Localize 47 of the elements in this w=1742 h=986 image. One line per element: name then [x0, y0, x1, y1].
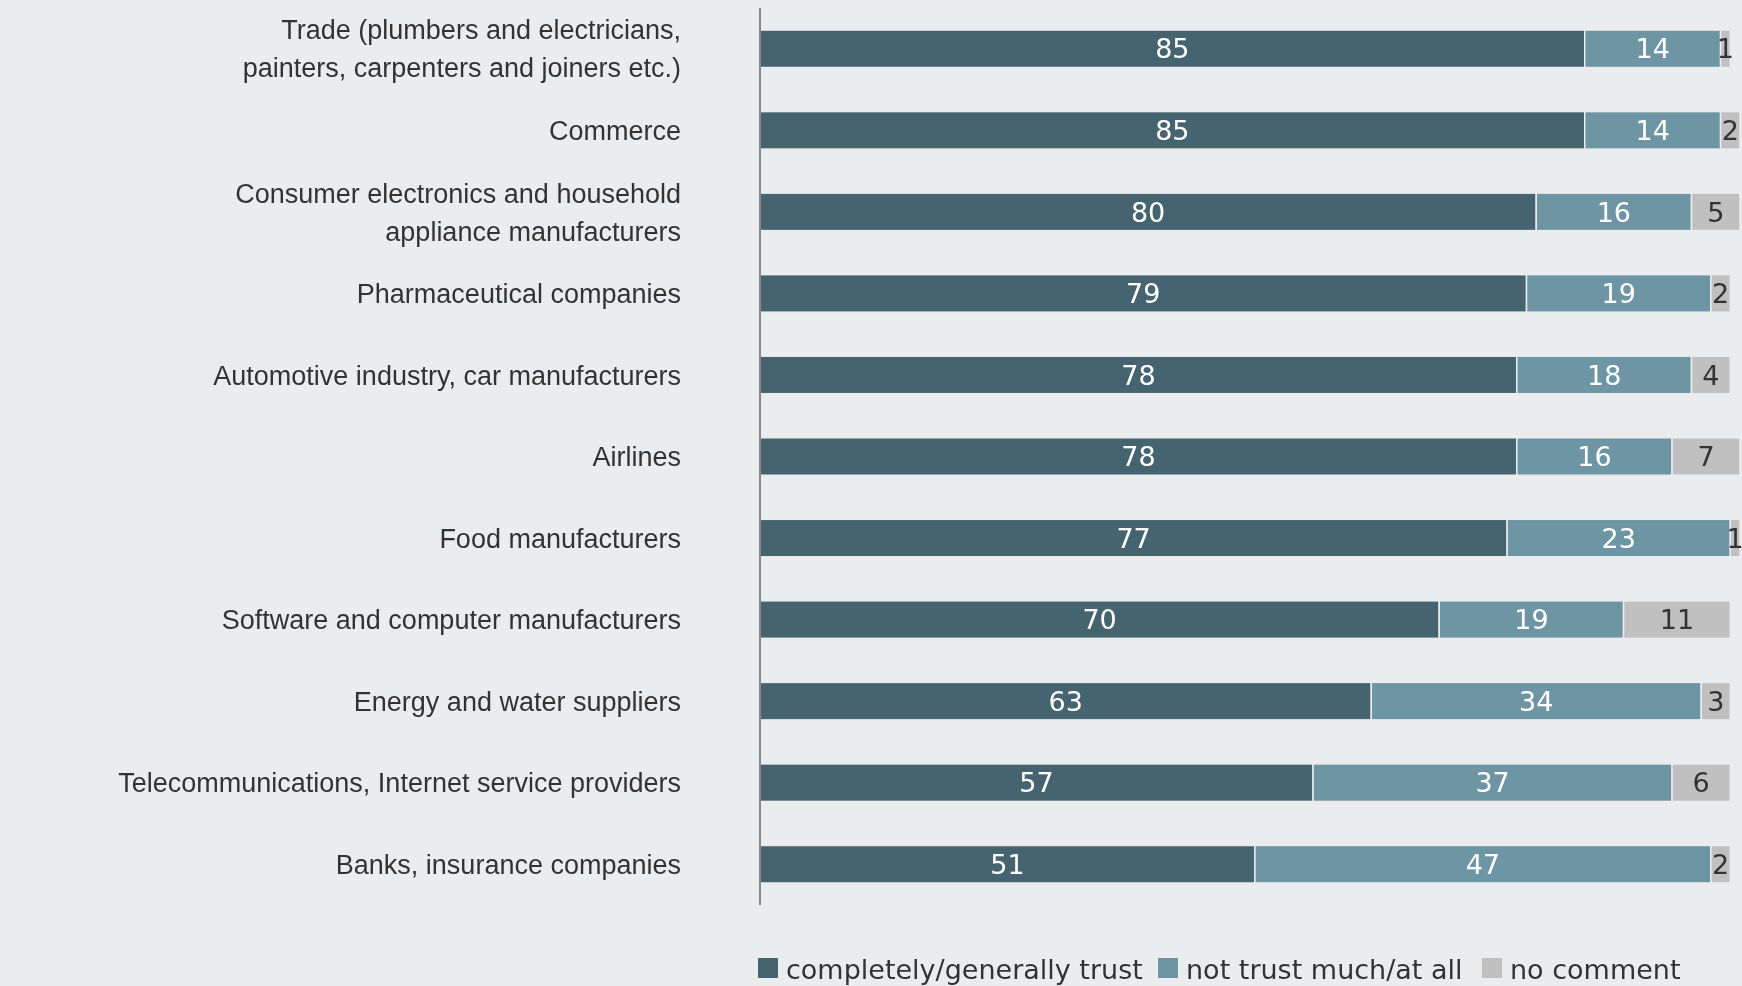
- y-tick-label: Software and computer manufacturers: [221, 605, 681, 636]
- y-tick-label: Food manufacturers: [439, 523, 681, 554]
- legend-label: completely/generally trust: [786, 953, 1143, 985]
- data-label: 78: [1121, 359, 1156, 391]
- data-label: 34: [1519, 685, 1554, 717]
- data-label: 57: [1019, 767, 1054, 799]
- data-label: 16: [1596, 196, 1632, 228]
- data-label: 18: [1586, 359, 1622, 391]
- data-label: 16: [1577, 441, 1612, 473]
- data-label: 23: [1601, 522, 1636, 554]
- data-label: 11: [1659, 604, 1695, 636]
- data-label: 1: [1716, 33, 1735, 65]
- data-label: 70: [1082, 604, 1117, 636]
- data-label: 14: [1635, 115, 1670, 147]
- data-label: 77: [1116, 522, 1151, 554]
- data-label: 7: [1697, 441, 1715, 473]
- legend-label: not trust much/at all: [1186, 953, 1463, 985]
- data-label: 47: [1465, 848, 1501, 880]
- data-label: 14: [1635, 33, 1670, 65]
- data-label: 78: [1121, 441, 1156, 473]
- y-tick-label: Energy and water suppliers: [353, 686, 681, 717]
- data-label: 5: [1707, 196, 1725, 228]
- y-tick-label: Consumer electronics and household appliance manufacturers: [235, 178, 681, 247]
- y-tick-label: Automotive industry, car manufacturers: [213, 360, 681, 391]
- y-tick-label: Banks, insurance companies: [335, 849, 681, 880]
- data-label: 51: [990, 848, 1025, 880]
- data-label: 19: [1514, 604, 1549, 636]
- y-tick-label: Trade (plumbers and electricians, painters, carpenters and joiners etc.): [242, 15, 681, 84]
- data-label: 2: [1721, 115, 1739, 147]
- y-tick-label: Telecommunications, Internet service providers: [118, 768, 681, 799]
- data-label: 2: [1712, 848, 1730, 880]
- data-label: 85: [1155, 33, 1190, 65]
- data-label: 4: [1702, 359, 1720, 391]
- data-label: 63: [1048, 685, 1083, 717]
- data-label: 79: [1126, 278, 1161, 310]
- y-tick-label: Pharmaceutical companies: [356, 279, 681, 310]
- y-tick-label: Commerce: [548, 116, 681, 147]
- data-label: 6: [1692, 767, 1710, 799]
- data-label: 80: [1130, 196, 1166, 228]
- data-label: 85: [1155, 115, 1190, 147]
- data-label: 1: [1726, 522, 1742, 554]
- data-label: 37: [1475, 767, 1510, 799]
- legend-label: no comment: [1510, 953, 1681, 985]
- data-label: 19: [1601, 278, 1636, 310]
- data-label: 3: [1707, 685, 1725, 717]
- y-tick-label: Airlines: [592, 442, 681, 473]
- data-label: 2: [1712, 278, 1730, 310]
